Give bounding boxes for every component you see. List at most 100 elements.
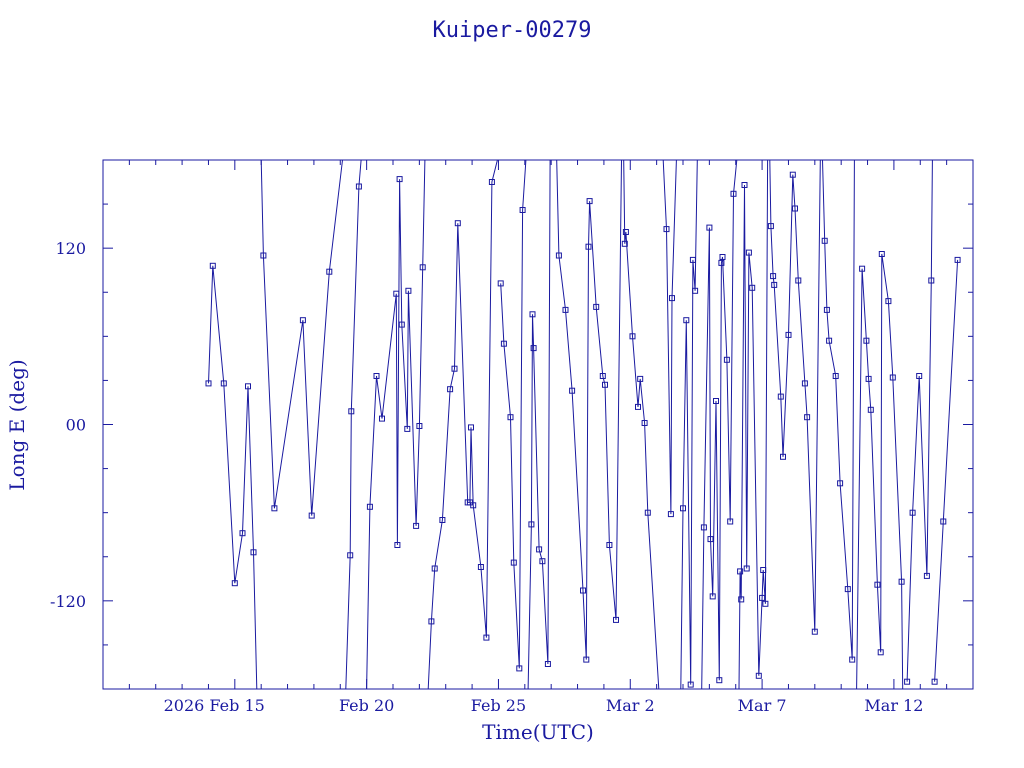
data-point [606, 542, 613, 548]
data-point [528, 521, 535, 528]
data-point [706, 224, 713, 231]
data-point [447, 386, 454, 393]
data-point [488, 179, 495, 185]
data-point [308, 512, 315, 519]
data-point [727, 518, 734, 525]
x-tick-label: 2026 Feb 15 [164, 696, 265, 715]
series-line [208, 265, 258, 690]
data-point [923, 572, 930, 579]
data-point [916, 373, 923, 379]
series-segment [427, 159, 498, 690]
data-point [889, 374, 896, 381]
series-group [205, 159, 961, 690]
data-point [477, 564, 484, 570]
data-point [510, 559, 517, 566]
series-segment [821, 159, 856, 663]
data-point [770, 273, 777, 280]
series-segment [856, 251, 905, 690]
series-line [623, 159, 660, 690]
data-point [635, 403, 641, 410]
series-line [556, 159, 622, 660]
data-point [629, 333, 636, 340]
data-point [760, 567, 767, 573]
data-point [641, 420, 648, 426]
data-point [780, 453, 786, 460]
x-tick-label: Feb 20 [339, 696, 394, 715]
series-segment [260, 159, 343, 519]
data-point [416, 423, 423, 429]
data-point [792, 205, 798, 212]
data-point [692, 287, 699, 294]
data-point [771, 281, 778, 288]
data-point [940, 518, 947, 525]
data-point [878, 251, 885, 257]
data-point [454, 220, 461, 227]
x-tick-label: Mar 12 [864, 696, 923, 715]
data-point [519, 207, 526, 213]
data-point [621, 240, 628, 247]
data-point [898, 578, 905, 585]
data-point [544, 661, 551, 667]
data-point [826, 337, 833, 344]
data-point [393, 290, 400, 297]
data-point [865, 375, 872, 382]
series-line [856, 253, 904, 690]
series-line [738, 159, 769, 690]
data-point [874, 581, 881, 588]
data-point [599, 373, 606, 379]
data-point [832, 373, 839, 379]
series-line [366, 159, 426, 690]
data-point [260, 252, 267, 259]
data-point [516, 665, 523, 672]
data-point [231, 580, 238, 587]
y-tick-label: 120 [55, 239, 86, 258]
data-point [904, 678, 911, 685]
data-point [271, 505, 278, 512]
x-tick-label: Mar 7 [738, 696, 787, 715]
series-line [527, 159, 551, 690]
series-line [260, 159, 343, 516]
data-point [250, 549, 257, 556]
chart-title: Kuiper-00279 [433, 18, 592, 43]
data-point [220, 380, 227, 387]
series-segment [662, 159, 677, 518]
data-point [738, 596, 745, 603]
series-segment [497, 159, 527, 672]
data-point [759, 594, 766, 601]
data-point [602, 381, 608, 388]
data-point [789, 171, 796, 178]
x-tick-label: Feb 25 [471, 696, 526, 715]
data-point [347, 552, 354, 559]
data-point [723, 356, 730, 363]
y-tick-label: 00 [66, 416, 86, 435]
data-point [716, 677, 723, 684]
data-point [885, 298, 892, 305]
data-point [348, 408, 355, 415]
data-point [613, 616, 619, 623]
data-point [749, 284, 756, 291]
data-point [762, 600, 769, 607]
series-segment [680, 159, 699, 690]
data-point [209, 262, 216, 269]
data-point [730, 190, 737, 197]
data-point [405, 287, 412, 294]
data-point [451, 365, 458, 372]
series-line [701, 159, 738, 690]
series-segment [527, 159, 551, 690]
data-point [637, 375, 644, 382]
data-point [741, 182, 748, 188]
data-point [755, 672, 762, 679]
data-point [801, 380, 808, 387]
data-point [326, 268, 333, 275]
data-point [709, 593, 716, 600]
y-tick-label: -120 [50, 592, 86, 611]
data-point [795, 277, 802, 284]
data-point [497, 280, 504, 287]
data-point [583, 656, 590, 663]
data-point [931, 678, 938, 685]
data-point [863, 337, 870, 344]
data-point [909, 509, 916, 516]
x-axis-label: Time(UTC) [482, 720, 594, 744]
data-point [867, 406, 874, 413]
data-point [683, 317, 690, 324]
